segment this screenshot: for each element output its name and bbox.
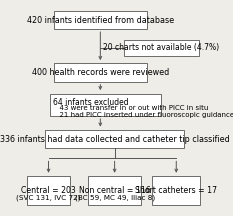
- FancyBboxPatch shape: [45, 130, 184, 148]
- Text: 43 were transfer in or out with PICC in situ: 43 were transfer in or out with PICC in …: [55, 105, 208, 111]
- FancyBboxPatch shape: [88, 176, 141, 205]
- Text: 336 infants had data collected and catheter tip classified: 336 infants had data collected and cathe…: [0, 135, 230, 144]
- FancyBboxPatch shape: [123, 40, 199, 56]
- FancyBboxPatch shape: [27, 176, 70, 205]
- Text: 64 infants excluded: 64 infants excluded: [53, 98, 129, 107]
- Text: (BC 59, MC 49, Iliac 8): (BC 59, MC 49, Iliac 8): [75, 195, 155, 201]
- Text: 420 infants identified from database: 420 infants identified from database: [27, 16, 174, 24]
- FancyBboxPatch shape: [54, 11, 147, 29]
- FancyBboxPatch shape: [54, 64, 147, 82]
- FancyBboxPatch shape: [50, 94, 161, 116]
- Text: Short catheters = 17: Short catheters = 17: [135, 186, 217, 195]
- Text: Central = 203: Central = 203: [21, 186, 76, 195]
- Text: 20 charts not available (4.7%): 20 charts not available (4.7%): [103, 43, 219, 52]
- Text: 400 health records were reviewed: 400 health records were reviewed: [32, 68, 169, 77]
- Text: (SVC 131, IVC 72): (SVC 131, IVC 72): [16, 195, 81, 201]
- Text: Non central = 116: Non central = 116: [79, 186, 151, 195]
- Text: 21 had PICC inserted under fluoroscopic guidance: 21 had PICC inserted under fluoroscopic …: [55, 112, 233, 118]
- FancyBboxPatch shape: [152, 176, 200, 205]
